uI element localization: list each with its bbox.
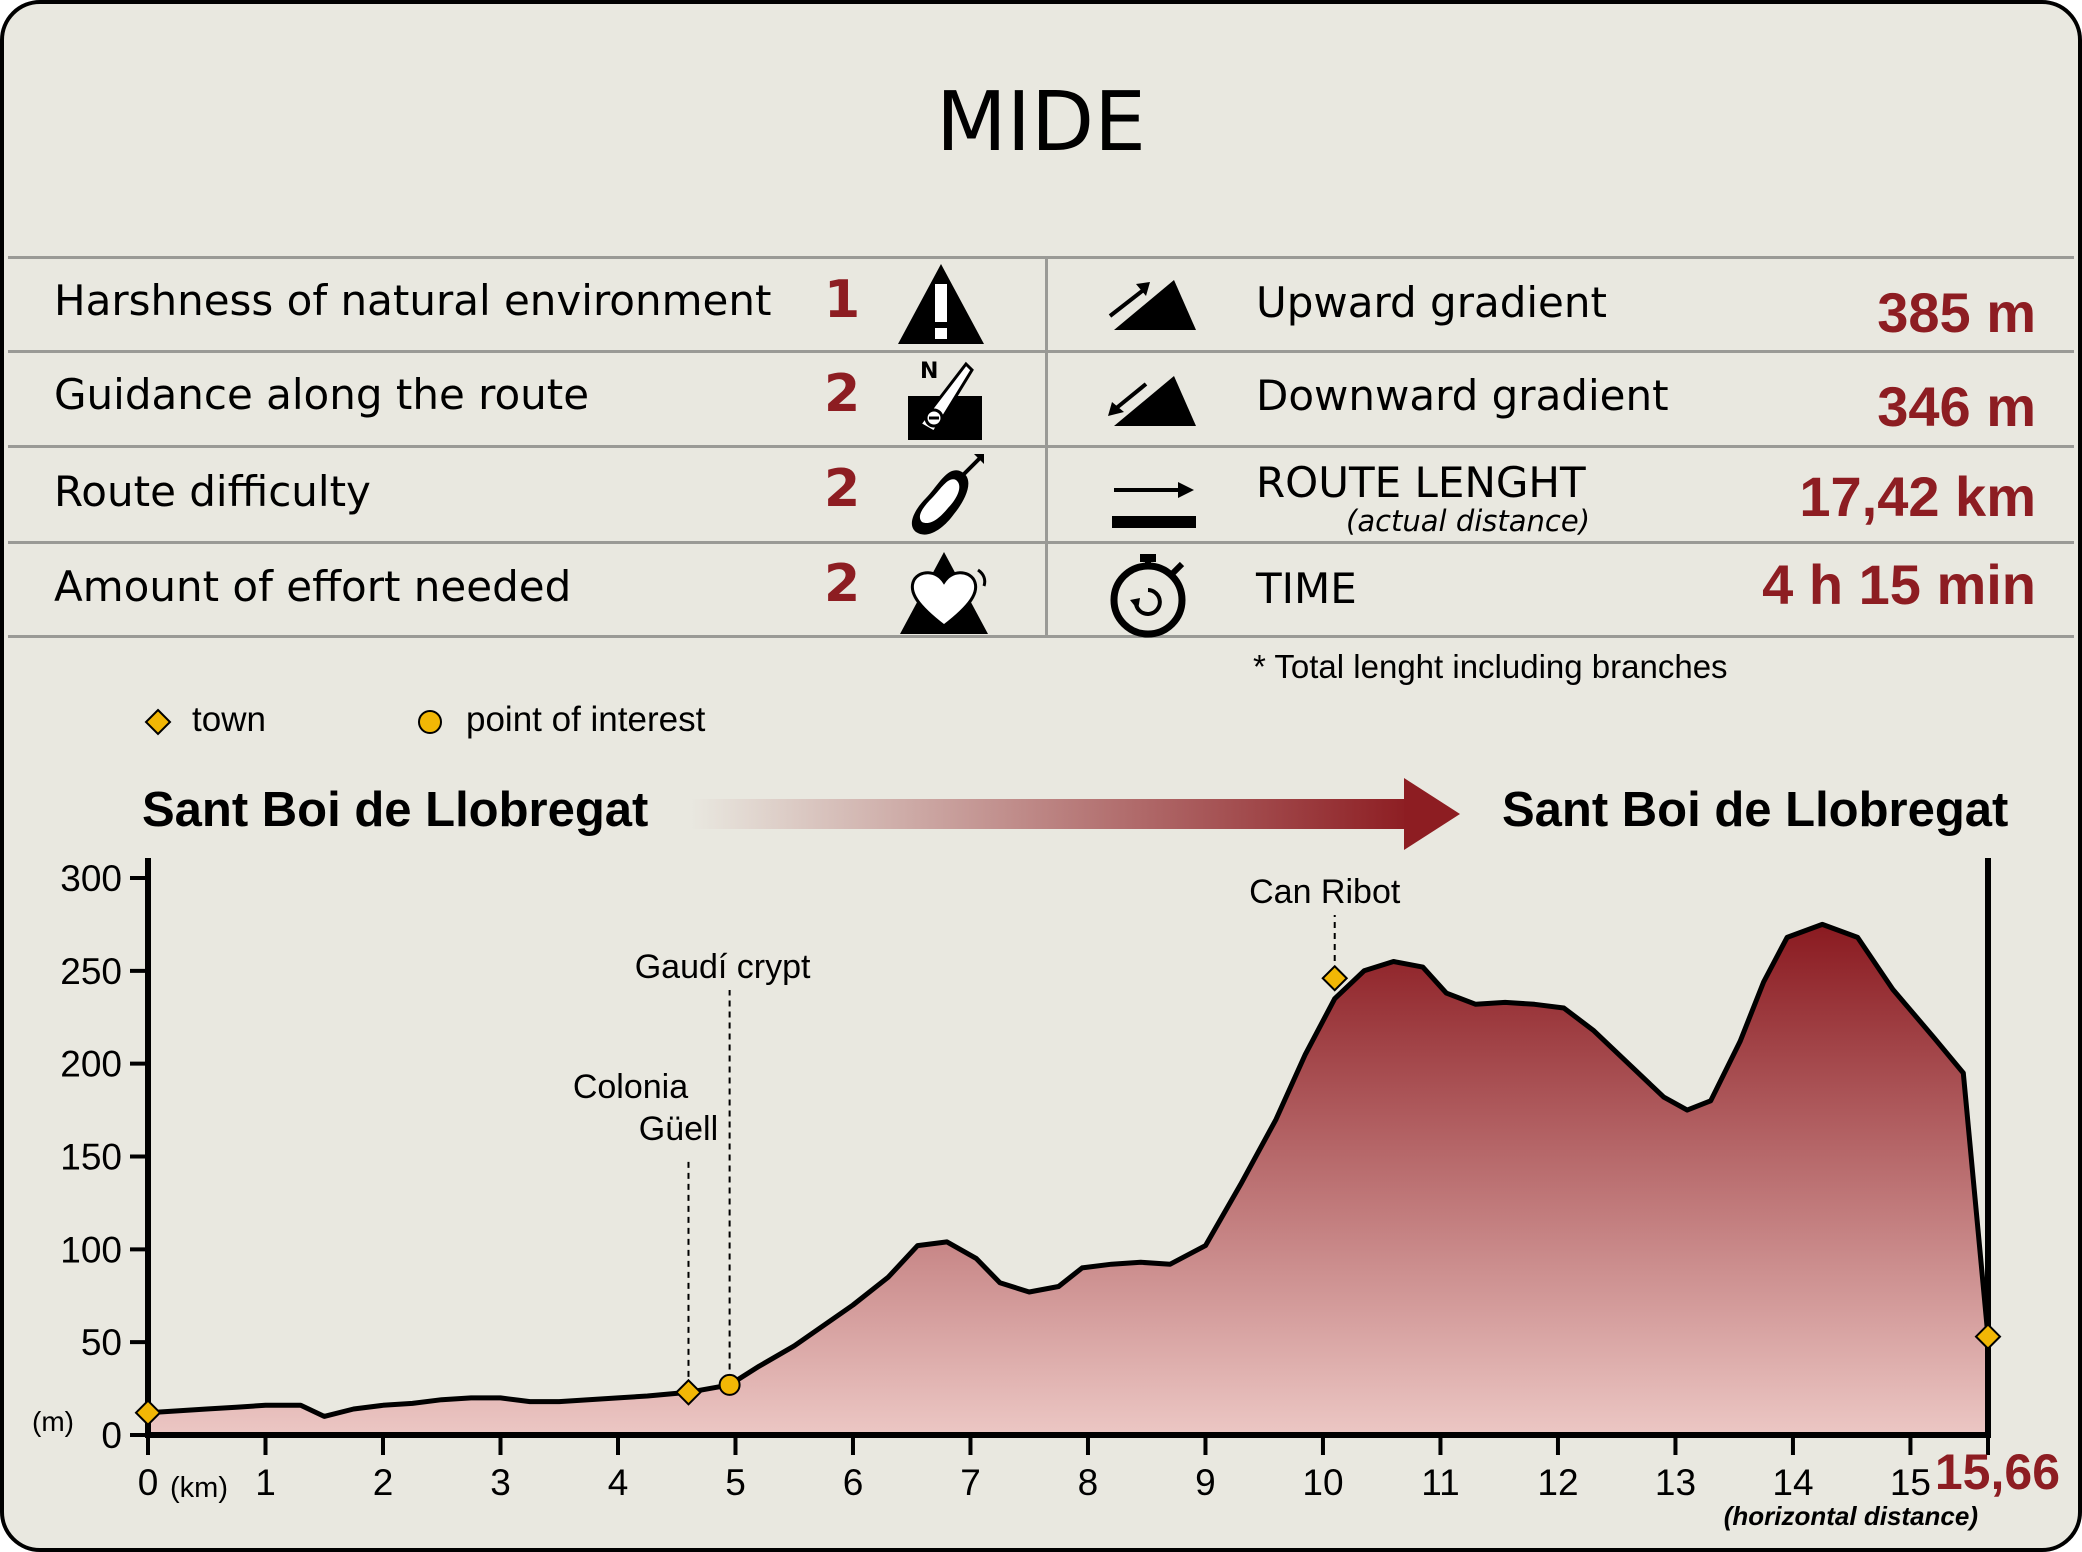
x-tick-label: 12 xyxy=(1537,1462,1578,1503)
table-divider xyxy=(8,635,2074,638)
legend-town-label: town xyxy=(192,700,266,739)
legend-town: town xyxy=(144,700,304,744)
time-label: TIME xyxy=(1256,564,1357,613)
x-tick-label: 15 xyxy=(1890,1462,1931,1503)
y-tick-label: 50 xyxy=(81,1322,122,1363)
x-tick-label: 9 xyxy=(1195,1462,1216,1503)
page-title: MIDE xyxy=(936,75,1146,170)
difficulty-score: 2 xyxy=(824,459,861,519)
effort-score: 2 xyxy=(824,554,861,614)
elevation-line xyxy=(147,921,1991,1419)
guidance-label: Guidance along the route xyxy=(54,370,590,419)
y-tick-label: 250 xyxy=(60,951,122,992)
warning-icon xyxy=(898,264,984,344)
poi-marker-icon xyxy=(418,710,442,734)
x-tick-label: 14 xyxy=(1772,1462,1813,1503)
y-axis-label: (m) xyxy=(32,1406,74,1437)
chart-annotation: Can Ribot xyxy=(1249,873,1401,911)
chart-annotations: Colonia Güell Gaudí crypt Can Ribot xyxy=(573,873,1401,1148)
route-start: Sant Boi de Llobregat xyxy=(142,783,649,837)
x-axis-end-label: 15,66 xyxy=(1935,1444,2060,1500)
x-tick-label: 2 xyxy=(373,1462,394,1503)
town-marker xyxy=(134,1399,162,1427)
effort-label: Amount of effort needed xyxy=(54,562,572,611)
x-ticks: 0 1 2 3 4 5 6 7 8 9 10 11 12 13 14 15 xyxy=(138,1435,1990,1503)
harshness-label: Harshness of natural environment xyxy=(54,276,772,325)
harshness-score: 1 xyxy=(824,270,861,330)
town-marker-icon xyxy=(144,708,172,736)
x-tick-label: 11 xyxy=(1421,1462,1459,1503)
elevation-area xyxy=(148,924,1988,1435)
town-marker xyxy=(1974,1323,2002,1351)
table-divider xyxy=(8,445,2074,448)
upward-gradient-value: 385 m xyxy=(1877,281,2036,344)
x-tick-label: 1 xyxy=(255,1462,276,1503)
total-length-note: * Total lenght including branches xyxy=(1253,648,1728,685)
chart-annotation: Gaudí crypt xyxy=(635,948,811,986)
route-length-sublabel: (actual distance) xyxy=(1346,504,1591,538)
time-value: 4 h 15 min xyxy=(1762,553,2036,616)
route-length-label: ROUTE LENGHT xyxy=(1256,458,1586,507)
upward-gradient-label: Upward gradient xyxy=(1256,278,1607,327)
table-divider xyxy=(8,256,2074,259)
x-axis-note: (horizontal distance) xyxy=(1724,1501,1978,1531)
y-tick-label: 100 xyxy=(60,1229,122,1270)
poi-marker xyxy=(718,1373,741,1396)
x-tick-label: 4 xyxy=(608,1462,629,1503)
svg-text:N: N xyxy=(920,359,938,384)
y-ticks: 0 50 100 150 200 250 300 xyxy=(60,858,148,1456)
route-end: Sant Boi de Llobregat xyxy=(1502,783,2009,837)
x-tick-label: 8 xyxy=(1078,1462,1099,1503)
x-tick-label: 6 xyxy=(843,1462,864,1503)
x-tick-label: 5 xyxy=(725,1462,746,1503)
legend-poi-label: point of interest xyxy=(466,700,706,739)
difficulty-label: Route difficulty xyxy=(54,467,371,516)
y-tick-label: 300 xyxy=(60,858,122,899)
route-length-value: 17,42 km xyxy=(1799,465,2036,528)
annotation-leaders xyxy=(687,915,1336,1377)
town-marker xyxy=(1321,964,1349,992)
x-tick-label: 0 xyxy=(138,1462,159,1503)
x-tick-label: 10 xyxy=(1302,1462,1343,1503)
x-axis-label: (km) xyxy=(170,1472,228,1504)
mide-table: Harshness of natural environment 1 Guida… xyxy=(8,256,2074,638)
chart-annotation: Colonia xyxy=(573,1068,688,1106)
route-markers xyxy=(134,964,2002,1427)
stopwatch-icon xyxy=(1110,554,1186,638)
guidance-score: 2 xyxy=(824,364,861,424)
downward-gradient-label: Downward gradient xyxy=(1256,371,1669,420)
y-tick-label: 150 xyxy=(60,1137,122,1178)
y-tick-label: 200 xyxy=(60,1044,122,1085)
table-column-divider xyxy=(1045,256,1048,638)
downward-gradient-value: 346 m xyxy=(1877,375,2036,438)
table-divider xyxy=(8,350,2074,353)
upward-gradient-icon xyxy=(1108,280,1196,330)
compass-guidance-icon: N xyxy=(908,359,982,440)
x-tick-label: 3 xyxy=(490,1462,511,1503)
x-tick-label: 7 xyxy=(960,1462,981,1503)
footprint-icon xyxy=(911,454,984,535)
town-marker xyxy=(675,1378,702,1406)
y-tick-label: 0 xyxy=(101,1415,122,1456)
chart-annotation: Güell xyxy=(639,1110,718,1148)
route-direction-arrow xyxy=(690,778,1460,850)
x-tick-label: 13 xyxy=(1655,1462,1696,1503)
table-divider xyxy=(8,541,2074,544)
route-length-icon xyxy=(1112,482,1196,528)
heart-effort-icon xyxy=(900,552,988,634)
downward-gradient-icon xyxy=(1108,376,1196,426)
legend-poi: point of interest xyxy=(416,700,736,744)
